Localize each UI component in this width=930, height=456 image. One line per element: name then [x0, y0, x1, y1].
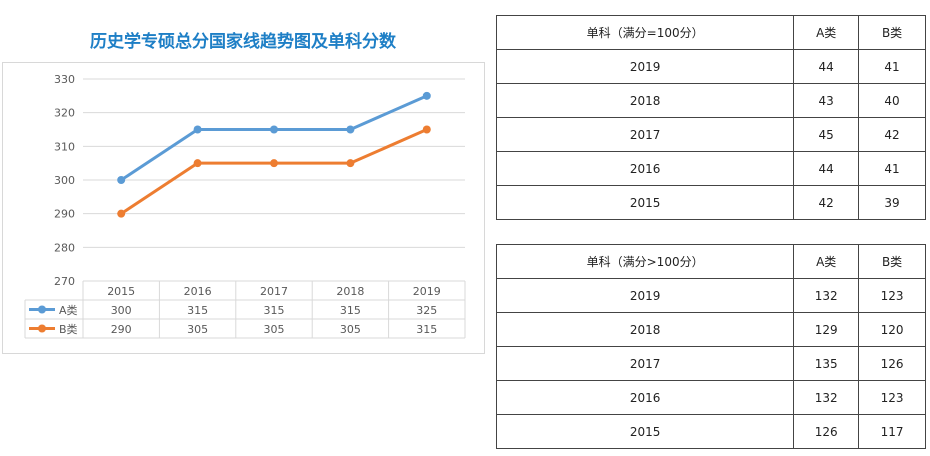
table-row: 2015 126 117 — [495, 414, 926, 449]
table-row: 2016 132 123 — [495, 380, 926, 415]
score-table-100: 单科（满分=100分） A类 B类 2019 44 41 2018 43 40 2017 45 42… — [495, 15, 926, 220]
table-cell: 132 — [793, 278, 860, 313]
header-cell: 单科（满分>100分） — [495, 244, 795, 279]
legend-label: A类 — [59, 303, 78, 317]
data-label: 305 — [264, 323, 285, 336]
table-cell: 135 — [793, 346, 860, 381]
data-label: 315 — [264, 304, 285, 317]
table-cell: 41 — [858, 151, 926, 186]
y-tick-label: 320 — [54, 107, 75, 120]
series-line — [120, 94, 428, 182]
x-tick-label: 2018 — [336, 285, 364, 298]
table-cell: 2015 — [495, 185, 795, 220]
table-cell: 2019 — [495, 278, 795, 313]
table-cell: 123 — [858, 278, 926, 313]
table-row: 2017 45 42 — [495, 117, 926, 152]
data-point — [193, 125, 202, 134]
table-cell: 40 — [858, 83, 926, 118]
table-cell: 42 — [858, 117, 926, 152]
table-row: 2016 44 41 — [495, 151, 926, 186]
data-label: 325 — [416, 304, 437, 317]
table-cell: 120 — [858, 312, 926, 347]
y-tick-label: 290 — [54, 208, 75, 221]
table-cell: 129 — [793, 312, 860, 347]
table-cell: 123 — [858, 380, 926, 415]
table-row: 2019 132 123 — [495, 278, 926, 313]
data-label: 290 — [111, 323, 132, 336]
table-row: 2018 129 120 — [495, 312, 926, 347]
y-tick-label: 330 — [54, 73, 75, 86]
table-cell: 126 — [793, 414, 860, 449]
data-point — [422, 125, 431, 134]
series-line — [120, 128, 428, 215]
header-cell: B类 — [858, 244, 926, 279]
table-cell: 41 — [858, 49, 926, 84]
data-point — [117, 209, 126, 218]
table-cell: 2015 — [495, 414, 795, 449]
table-header-row: 单科（满分=100分） A类 B类 — [495, 15, 926, 50]
y-tick-label: 310 — [54, 140, 75, 153]
table-cell: 45 — [793, 117, 860, 152]
header-cell: 单科（满分=100分） — [495, 15, 795, 50]
table-cell: 43 — [793, 83, 860, 118]
table-cell: 132 — [793, 380, 860, 415]
y-tick-label: 280 — [54, 241, 75, 254]
data-point — [422, 91, 431, 100]
data-label: 315 — [416, 323, 437, 336]
legend-marker — [38, 305, 46, 314]
data-point — [270, 159, 278, 168]
data-label: 315 — [340, 304, 361, 317]
table-cell: 2018 — [495, 83, 795, 118]
data-point — [117, 176, 126, 184]
x-tick-label: 2015 — [107, 285, 135, 298]
table-cell: 39 — [858, 185, 926, 220]
x-tick-label: 2017 — [260, 285, 288, 298]
data-point — [346, 125, 355, 134]
table-cell: 44 — [793, 151, 860, 186]
header-cell: A类 — [793, 15, 860, 50]
table-cell: 117 — [858, 414, 926, 449]
data-label: 315 — [187, 304, 208, 317]
legend-marker — [38, 324, 46, 333]
table-cell: 2016 — [495, 151, 795, 186]
line-chart: 270 280 290 300 310 320 330 2015 2016 2017 2018 201… — [2, 62, 485, 354]
table-cell: 126 — [858, 346, 926, 381]
table-row: 2017 135 126 — [495, 346, 926, 381]
table-cell: 44 — [793, 49, 860, 84]
table-row: 2018 43 40 — [495, 83, 926, 118]
data-point — [270, 125, 278, 134]
data-label: 305 — [340, 323, 361, 336]
y-tick-label: 270 — [54, 275, 75, 288]
score-table-over-100: 单科（满分>100分） A类 B类 2019 132 123 2018 129 120 2017… — [495, 244, 926, 449]
table-cell: 2018 — [495, 312, 795, 347]
table-row: 2019 44 41 — [495, 49, 926, 84]
table-cell: 42 — [793, 185, 860, 220]
table-row: 2015 42 39 — [495, 185, 926, 220]
chart-canvas: 270 280 290 300 310 320 330 2015 2016 2017 2018 201… — [24, 73, 466, 339]
data-point — [193, 159, 202, 168]
data-label: 300 — [111, 304, 132, 317]
data-point — [346, 159, 355, 168]
x-tick-label: 2016 — [184, 285, 212, 298]
table-cell: 2019 — [495, 49, 795, 84]
table-cell: 2017 — [495, 346, 795, 381]
chart-title: 历史学专硕总分国家线趋势图及单科分数 — [90, 32, 396, 52]
table-cell: 2016 — [495, 380, 795, 415]
table-header-row: 单科（满分>100分） A类 B类 — [495, 244, 926, 279]
y-tick-label: 300 — [54, 174, 75, 187]
x-tick-label: 2019 — [413, 285, 441, 298]
header-cell: A类 — [793, 244, 860, 279]
legend-label: B类 — [59, 322, 78, 336]
table-cell: 2017 — [495, 117, 795, 152]
data-label: 305 — [187, 323, 208, 336]
header-cell: B类 — [858, 15, 926, 50]
